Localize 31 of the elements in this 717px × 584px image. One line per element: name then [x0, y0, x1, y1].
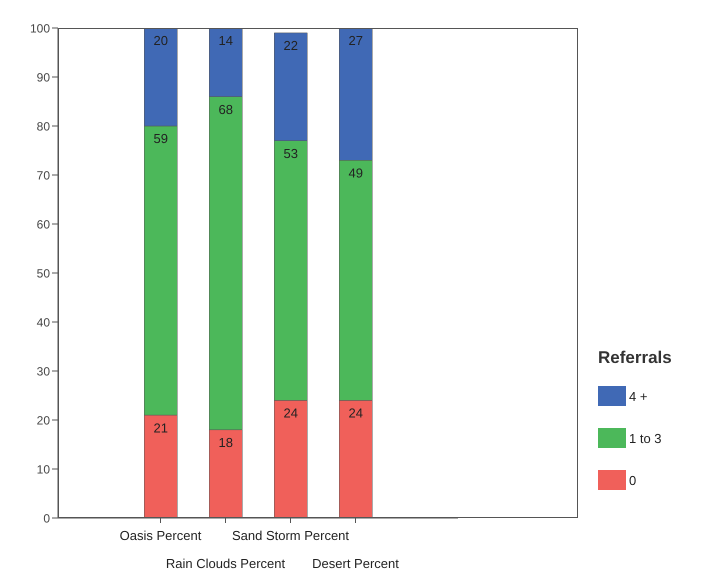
data-label: 59 [154, 131, 168, 146]
data-label: 27 [348, 33, 363, 48]
y-tick-label: 60 [36, 217, 50, 232]
data-label: 21 [154, 420, 168, 436]
legend-label: 4 + [629, 388, 648, 404]
data-label: 49 [348, 166, 363, 181]
y-tick-label: 10 [36, 462, 50, 476]
legend-title: Referrals [598, 348, 673, 368]
legend-label: 0 [629, 472, 636, 488]
x-tick-label: Desert Percent [312, 556, 400, 571]
data-label: 20 [154, 33, 168, 48]
x-tick-label: Rain Clouds Percent [166, 556, 286, 571]
data-label: 24 [284, 406, 298, 421]
y-tick-label: 30 [36, 364, 50, 378]
data-label: 22 [284, 38, 298, 54]
data-label: 53 [284, 146, 298, 161]
y-tick-label: 70 [36, 168, 50, 182]
data-label: 18 [218, 435, 233, 450]
data-label: 68 [218, 102, 233, 117]
legend-label: 1 to 3 [629, 430, 662, 446]
y-tick-label: 90 [36, 70, 50, 84]
x-tick-label: Oasis Percent [120, 528, 202, 543]
x-tick-label: Sand Storm Percent [232, 528, 350, 543]
data-label: 24 [348, 406, 363, 421]
y-tick-label: 50 [36, 266, 50, 280]
y-tick-label: 100 [30, 21, 50, 36]
y-tick-label: 40 [36, 315, 50, 330]
y-tick-label: 80 [36, 119, 50, 134]
y-tick-label: 0 [43, 511, 50, 526]
y-tick-label: 20 [36, 413, 50, 428]
data-label: 14 [218, 33, 233, 48]
